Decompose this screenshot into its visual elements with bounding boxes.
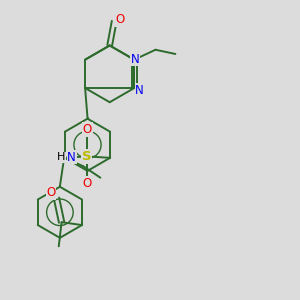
Text: H: H bbox=[57, 152, 65, 162]
Text: O: O bbox=[115, 14, 124, 26]
Text: O: O bbox=[83, 123, 92, 136]
Text: S: S bbox=[82, 150, 92, 163]
Text: O: O bbox=[46, 186, 56, 199]
Text: N: N bbox=[130, 52, 139, 66]
Text: O: O bbox=[83, 177, 92, 190]
Text: N: N bbox=[67, 151, 76, 164]
Text: N: N bbox=[135, 84, 144, 97]
